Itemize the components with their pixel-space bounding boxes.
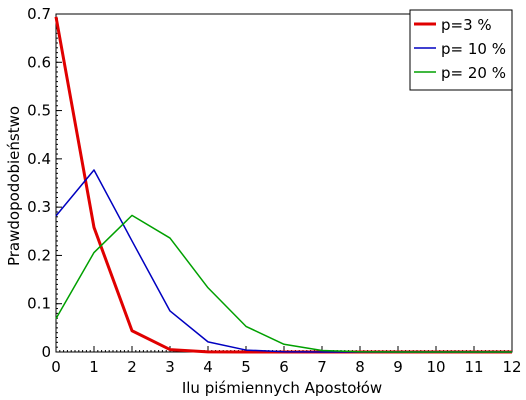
x-tick-label: 12: [502, 358, 521, 376]
y-tick-label: 0: [41, 343, 51, 361]
x-tick-label: 4: [203, 358, 213, 376]
y-tick-label: 0.4: [27, 150, 51, 168]
x-tick-label: 11: [464, 358, 483, 376]
y-tick-label: 0.2: [27, 246, 51, 264]
x-tick-label: 7: [317, 358, 327, 376]
legend: p=3 % p= 10 % p= 20 %: [409, 9, 513, 91]
x-tick-label: 0: [51, 358, 61, 376]
x-tick-label: 3: [165, 358, 175, 376]
series-lines: [54, 16, 512, 354]
y-tick-label: 0.1: [27, 295, 51, 313]
legend-label: p=3 %: [441, 16, 492, 34]
series-line-2: [55, 169, 512, 353]
y-tick-label: 0.6: [27, 53, 51, 71]
x-tick-label: 8: [355, 358, 365, 376]
legend-label: p= 10 %: [441, 40, 506, 58]
y-tick-label: 0.5: [27, 102, 51, 120]
x-tick-label: 5: [241, 358, 251, 376]
y-axis-title: Prawdopodobieństwo: [5, 106, 23, 266]
x-tick-label: 10: [426, 358, 445, 376]
x-axis-title: Ilu piśmiennych Apostołów: [182, 379, 382, 397]
y-tick-label: 0.3: [27, 198, 51, 216]
legend-label: p= 20 %: [441, 64, 506, 82]
series-line-3: [55, 214, 512, 353]
x-tick-label: 2: [127, 358, 137, 376]
x-tick-label: 9: [393, 358, 403, 376]
y-tick-label: 0.7: [27, 5, 51, 23]
x-tick-label: 6: [279, 358, 289, 376]
x-tick-label: 1: [89, 358, 99, 376]
